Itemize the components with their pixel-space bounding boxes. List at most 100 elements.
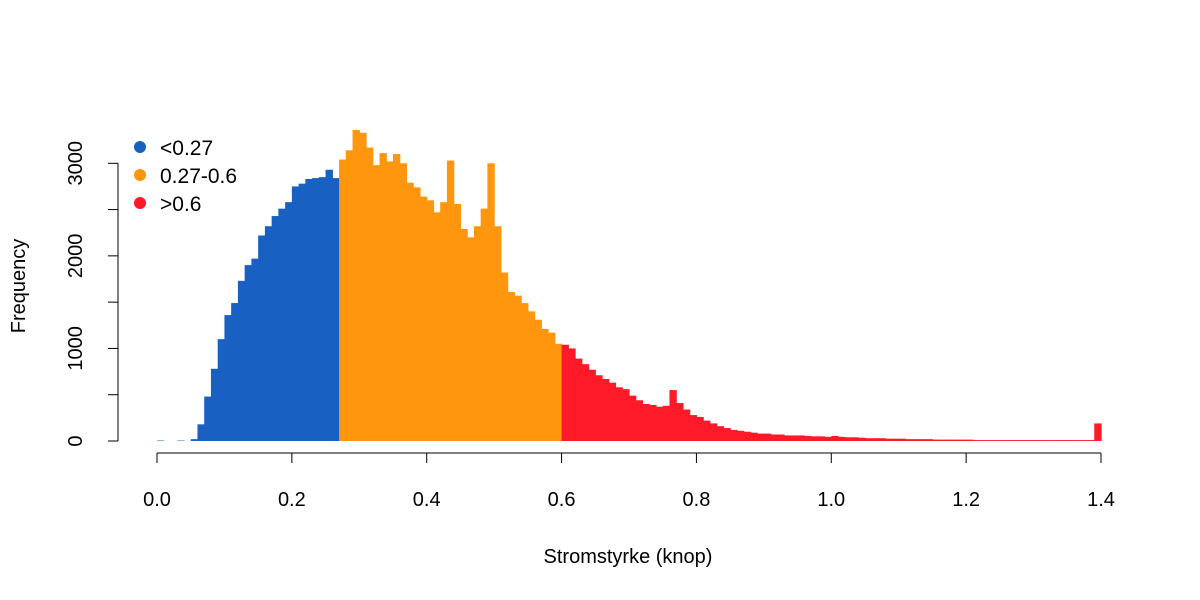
legend-marker bbox=[134, 169, 146, 181]
histogram-bar bbox=[595, 375, 603, 441]
histogram-bar bbox=[426, 200, 435, 441]
histogram-bar bbox=[575, 358, 583, 441]
x-tick-label: 1.0 bbox=[817, 489, 845, 511]
histogram-bar bbox=[527, 311, 536, 441]
histogram-bar bbox=[453, 204, 462, 441]
histogram-bar bbox=[1067, 440, 1075, 441]
y-tick-label: 0 bbox=[65, 435, 87, 446]
histogram-bar bbox=[602, 378, 610, 441]
histogram-bar bbox=[581, 364, 590, 441]
histogram-bar bbox=[1053, 440, 1062, 441]
histogram-bar bbox=[251, 258, 259, 441]
histogram-bar bbox=[460, 229, 468, 441]
histogram-bar bbox=[217, 339, 226, 441]
histogram-bar bbox=[723, 428, 731, 441]
histogram-bar bbox=[305, 179, 313, 441]
histogram-bar bbox=[730, 429, 738, 441]
histogram-bar bbox=[413, 187, 421, 441]
histogram-bar bbox=[406, 182, 414, 442]
y-tick-label: 1000 bbox=[65, 326, 87, 371]
histogram-bar bbox=[925, 439, 934, 441]
histogram-bar bbox=[467, 237, 475, 441]
histogram-bar bbox=[521, 303, 529, 441]
histogram-bar bbox=[939, 439, 947, 441]
histogram-bar bbox=[743, 431, 751, 441]
histogram-bar bbox=[1006, 440, 1014, 441]
histogram-bar bbox=[554, 343, 563, 441]
histogram-bar bbox=[972, 440, 981, 441]
histogram-bar bbox=[237, 280, 246, 441]
histogram-bar bbox=[312, 178, 320, 441]
histogram-bar bbox=[790, 435, 799, 441]
histogram-bar bbox=[298, 183, 306, 441]
histogram-bar bbox=[197, 424, 205, 441]
histogram-bar bbox=[838, 436, 846, 441]
histogram-bar bbox=[278, 208, 286, 441]
histogram-bar bbox=[210, 368, 219, 441]
histogram-bar bbox=[689, 415, 698, 441]
histogram-bar bbox=[959, 439, 967, 441]
histogram-bar bbox=[865, 438, 873, 441]
histogram-bar bbox=[1074, 440, 1082, 441]
histogram-bar bbox=[831, 435, 839, 441]
histogram-bar bbox=[1026, 440, 1035, 441]
histogram-bar bbox=[244, 265, 252, 441]
x-axis-title: Stromstyrke (knop) bbox=[544, 546, 713, 568]
histogram-bar bbox=[635, 400, 644, 441]
histogram-bar bbox=[986, 440, 994, 441]
histogram-bar bbox=[622, 389, 630, 441]
histogram-bar bbox=[763, 433, 772, 441]
histogram-bar bbox=[655, 406, 664, 441]
histogram-bar bbox=[844, 437, 853, 441]
histogram-bar bbox=[231, 303, 239, 441]
histogram-bar bbox=[811, 436, 819, 441]
histogram-bar bbox=[1033, 440, 1041, 441]
y-axis-title: Frequency bbox=[8, 239, 30, 334]
x-tick-label: 0.2 bbox=[278, 489, 306, 511]
histogram-bar bbox=[190, 439, 199, 441]
histogram-bar bbox=[770, 434, 778, 441]
histogram-bar bbox=[642, 403, 650, 441]
histogram-bar bbox=[891, 438, 900, 441]
legend-label: 0.27-0.6 bbox=[160, 165, 237, 188]
histogram-bar bbox=[379, 153, 387, 441]
histogram-bar bbox=[588, 369, 596, 441]
histogram-bar bbox=[696, 416, 704, 441]
histogram-bar bbox=[952, 439, 960, 441]
histogram-bar bbox=[993, 440, 1001, 441]
histogram-bar bbox=[393, 154, 401, 441]
histogram-bar bbox=[871, 438, 880, 441]
histogram-bar bbox=[966, 439, 974, 441]
histogram-bar bbox=[541, 328, 549, 441]
histogram-bar bbox=[1020, 440, 1028, 441]
y-axis: 0 1000 2000 3000 bbox=[65, 141, 119, 447]
histogram-bar bbox=[885, 438, 893, 441]
x-tick-label: 0.4 bbox=[413, 489, 441, 511]
histogram-bar bbox=[999, 440, 1008, 441]
histogram-bar bbox=[487, 163, 495, 442]
histogram-bar bbox=[669, 390, 677, 441]
histogram-bar bbox=[784, 435, 792, 441]
histogram-bar bbox=[1047, 440, 1055, 441]
histogram-bar bbox=[757, 433, 765, 441]
histogram-bar bbox=[1094, 423, 1102, 441]
histogram-bar bbox=[817, 436, 826, 441]
histogram-bar bbox=[332, 178, 340, 441]
histogram-bar bbox=[824, 436, 832, 441]
legend-label: <0.27 bbox=[160, 137, 213, 160]
histogram-bar bbox=[615, 387, 623, 441]
histogram-bar bbox=[224, 315, 232, 441]
histogram-bar bbox=[662, 405, 671, 441]
histogram-bar bbox=[750, 432, 758, 441]
histogram-bar bbox=[258, 235, 266, 441]
histogram-bar bbox=[318, 177, 327, 442]
histogram-bar bbox=[1080, 440, 1089, 441]
histogram-bar bbox=[271, 216, 279, 441]
histogram-bar bbox=[736, 430, 745, 441]
legend-marker bbox=[134, 197, 146, 209]
x-tick-label: 1.2 bbox=[952, 489, 980, 511]
histogram-bar bbox=[804, 435, 812, 441]
histogram-bar bbox=[473, 226, 482, 441]
histogram-bar bbox=[366, 147, 374, 442]
histogram-bar bbox=[480, 208, 488, 441]
